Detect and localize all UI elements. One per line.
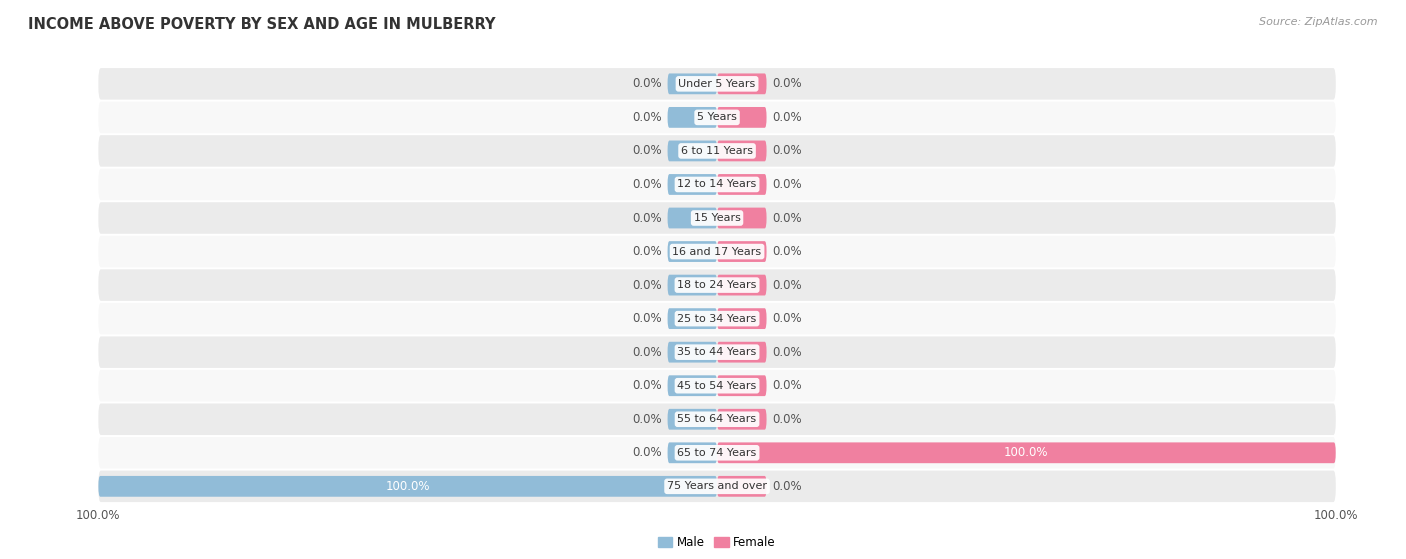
Text: 0.0%: 0.0% [631,312,661,325]
Text: 0.0%: 0.0% [631,446,661,459]
FancyBboxPatch shape [668,442,717,463]
Text: 0.0%: 0.0% [631,413,661,426]
Text: 0.0%: 0.0% [631,345,661,359]
FancyBboxPatch shape [717,174,766,195]
FancyBboxPatch shape [717,140,766,162]
Text: 12 to 14 Years: 12 to 14 Years [678,179,756,190]
Text: 0.0%: 0.0% [631,379,661,392]
Text: 0.0%: 0.0% [631,211,661,225]
FancyBboxPatch shape [717,274,766,296]
Text: 25 to 34 Years: 25 to 34 Years [678,314,756,324]
FancyBboxPatch shape [717,207,766,229]
Text: 0.0%: 0.0% [631,111,661,124]
FancyBboxPatch shape [717,409,766,430]
Text: 0.0%: 0.0% [773,278,803,292]
FancyBboxPatch shape [717,442,1336,463]
FancyBboxPatch shape [98,269,1336,301]
Text: 0.0%: 0.0% [631,144,661,158]
FancyBboxPatch shape [668,241,717,262]
FancyBboxPatch shape [98,476,717,497]
Text: 0.0%: 0.0% [773,144,803,158]
FancyBboxPatch shape [717,342,766,363]
FancyBboxPatch shape [668,140,717,162]
Text: 0.0%: 0.0% [773,77,803,91]
Text: 45 to 54 Years: 45 to 54 Years [678,381,756,391]
Text: 18 to 24 Years: 18 to 24 Years [678,280,756,290]
Text: 0.0%: 0.0% [773,211,803,225]
Text: 0.0%: 0.0% [773,413,803,426]
FancyBboxPatch shape [668,73,717,94]
FancyBboxPatch shape [98,437,1336,468]
Text: 0.0%: 0.0% [631,278,661,292]
Text: 0.0%: 0.0% [773,379,803,392]
FancyBboxPatch shape [668,409,717,430]
FancyBboxPatch shape [98,236,1336,267]
Text: 0.0%: 0.0% [773,111,803,124]
FancyBboxPatch shape [98,471,1336,502]
FancyBboxPatch shape [98,169,1336,200]
FancyBboxPatch shape [668,375,717,396]
FancyBboxPatch shape [98,135,1336,167]
FancyBboxPatch shape [98,370,1336,401]
Text: INCOME ABOVE POVERTY BY SEX AND AGE IN MULBERRY: INCOME ABOVE POVERTY BY SEX AND AGE IN M… [28,17,496,32]
Text: 5 Years: 5 Years [697,112,737,122]
Text: 0.0%: 0.0% [773,245,803,258]
FancyBboxPatch shape [717,476,766,497]
FancyBboxPatch shape [668,274,717,296]
Text: 35 to 44 Years: 35 to 44 Years [678,347,756,357]
FancyBboxPatch shape [717,308,766,329]
FancyBboxPatch shape [668,174,717,195]
Text: 65 to 74 Years: 65 to 74 Years [678,448,756,458]
FancyBboxPatch shape [98,68,1336,100]
Text: Source: ZipAtlas.com: Source: ZipAtlas.com [1260,17,1378,27]
FancyBboxPatch shape [717,241,766,262]
FancyBboxPatch shape [668,308,717,329]
Text: 0.0%: 0.0% [631,178,661,191]
Text: 0.0%: 0.0% [773,480,803,493]
Legend: Male, Female: Male, Female [654,532,780,554]
FancyBboxPatch shape [98,337,1336,368]
FancyBboxPatch shape [98,404,1336,435]
Text: 0.0%: 0.0% [631,77,661,91]
Text: 0.0%: 0.0% [631,245,661,258]
FancyBboxPatch shape [98,202,1336,234]
Text: 100.0%: 100.0% [385,480,430,493]
Text: 0.0%: 0.0% [773,178,803,191]
FancyBboxPatch shape [668,107,717,128]
FancyBboxPatch shape [668,342,717,363]
FancyBboxPatch shape [668,207,717,229]
FancyBboxPatch shape [717,107,766,128]
FancyBboxPatch shape [98,102,1336,133]
Text: 0.0%: 0.0% [773,312,803,325]
FancyBboxPatch shape [98,303,1336,334]
Text: 16 and 17 Years: 16 and 17 Years [672,247,762,257]
Text: 55 to 64 Years: 55 to 64 Years [678,414,756,424]
Text: 6 to 11 Years: 6 to 11 Years [681,146,754,156]
Text: 100.0%: 100.0% [1004,446,1049,459]
Text: 75 Years and over: 75 Years and over [666,481,768,491]
Text: 0.0%: 0.0% [773,345,803,359]
FancyBboxPatch shape [717,73,766,94]
Text: Under 5 Years: Under 5 Years [679,79,755,89]
FancyBboxPatch shape [717,375,766,396]
Text: 15 Years: 15 Years [693,213,741,223]
